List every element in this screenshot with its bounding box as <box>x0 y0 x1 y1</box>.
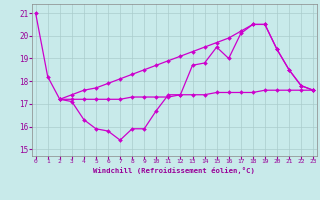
X-axis label: Windchill (Refroidissement éolien,°C): Windchill (Refroidissement éolien,°C) <box>93 167 255 174</box>
